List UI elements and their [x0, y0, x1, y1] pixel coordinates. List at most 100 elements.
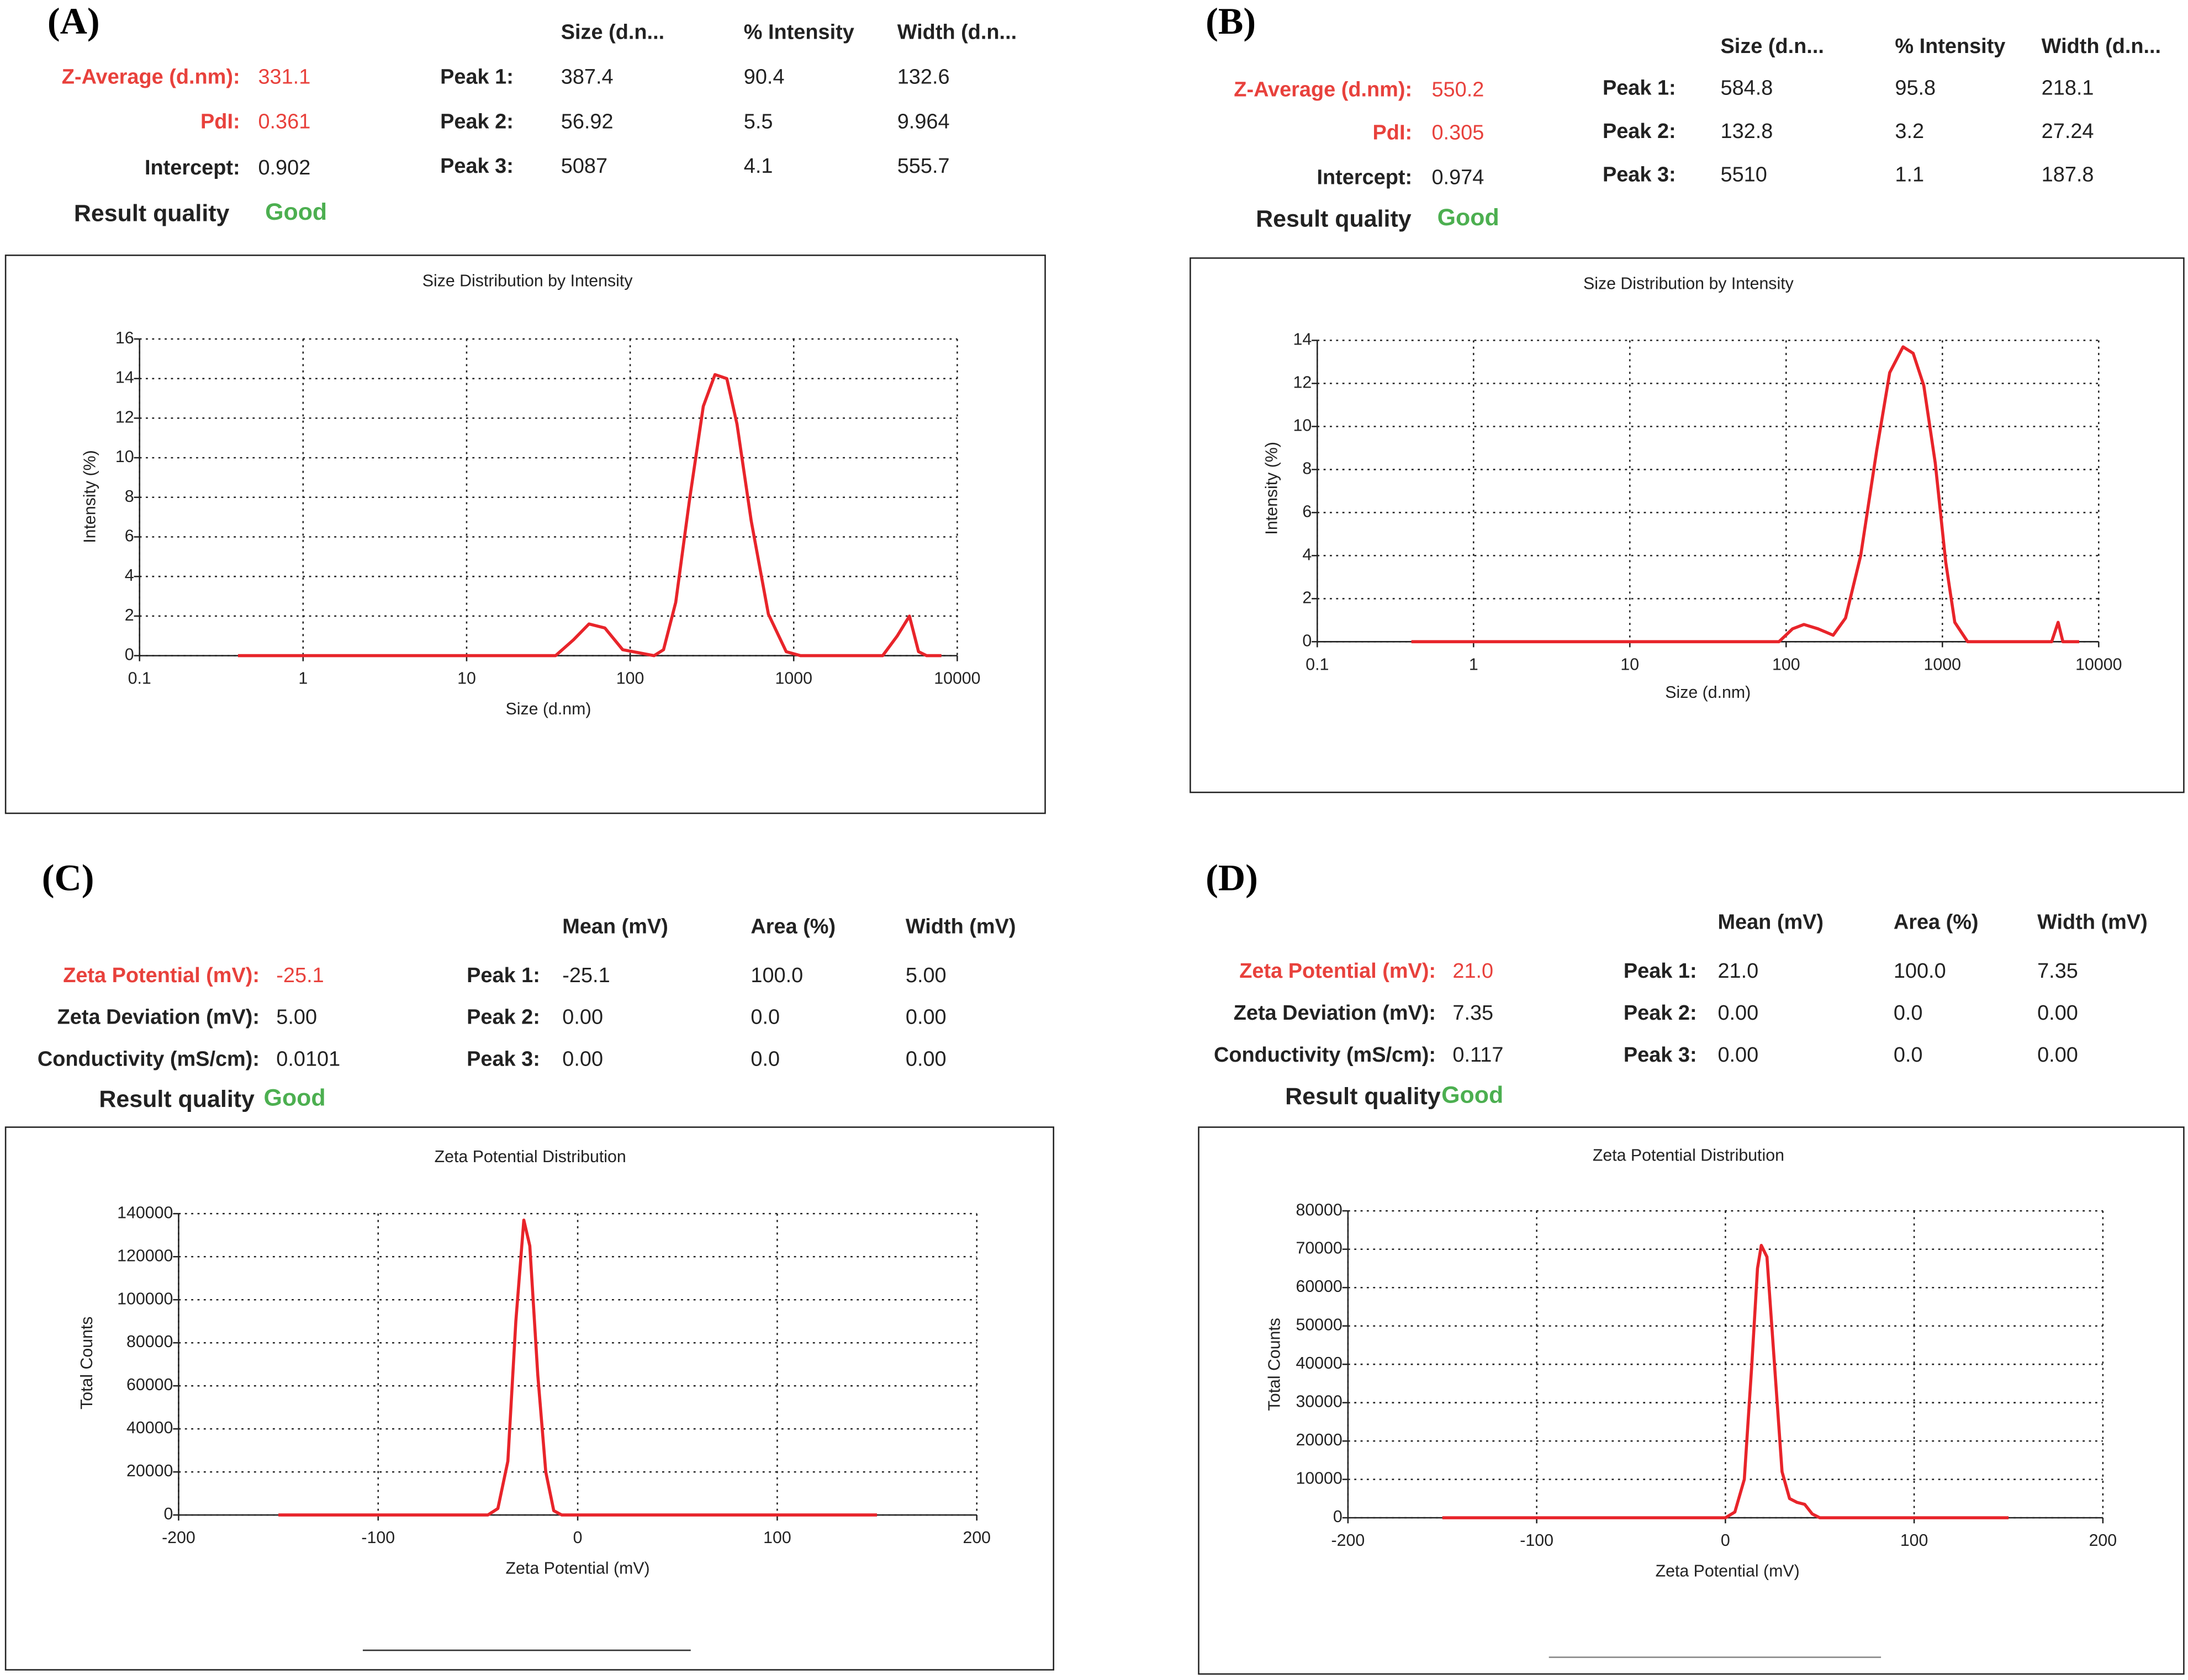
y-tick-label: 10 — [1293, 416, 1312, 434]
stat-value: 0.902 — [258, 156, 310, 179]
peak-value: 0.00 — [1717, 1001, 1758, 1025]
y-tick-label: 10 — [115, 448, 134, 466]
peak-value: 3.2 — [1895, 120, 1924, 143]
x-tick-label: 0 — [573, 1529, 583, 1547]
peak-value: 584.8 — [1721, 77, 1773, 100]
y-tick-label: 8 — [125, 487, 134, 506]
chart-frame — [4, 1126, 1054, 1671]
distribution-line — [278, 1218, 878, 1517]
y-tick-label: 20000 — [126, 1462, 173, 1480]
result-value: Good — [1437, 204, 1499, 231]
y-tick-label: 4 — [125, 566, 134, 585]
y-tick-label: 6 — [125, 527, 134, 545]
y-tick-label: 8 — [1302, 459, 1312, 478]
y-tick-label: 0 — [1333, 1508, 1343, 1526]
column-header: Width (d.n... — [897, 21, 1017, 44]
panel-label: (D) — [1206, 857, 1258, 899]
peak-value: 5.5 — [744, 110, 773, 133]
peak-value: 555.7 — [897, 155, 950, 178]
y-tick-label: 0 — [125, 646, 134, 664]
x-tick-label: 10000 — [2075, 655, 2122, 674]
chart-title: Zeta Potential Distribution — [1593, 1147, 1784, 1165]
peak-value: 0.0 — [751, 1047, 780, 1070]
x-axis-label: Size (d.nm) — [506, 700, 591, 718]
x-axis-label: Zeta Potential (mV) — [1656, 1562, 1800, 1581]
y-tick-label: 12 — [1293, 374, 1312, 392]
stat-value: 550.2 — [1431, 78, 1484, 101]
x-tick-label: 1000 — [1924, 655, 1961, 674]
column-header: Width (mV) — [906, 915, 1016, 938]
peak-label: Peak 3: — [467, 1047, 540, 1070]
result-value: Good — [264, 1084, 326, 1111]
peak-value: 387.4 — [561, 66, 614, 89]
peak-label: Peak 2: — [467, 1006, 540, 1029]
x-axis-label: Size (d.nm) — [1665, 683, 1751, 702]
peak-value: 5510 — [1721, 163, 1767, 186]
y-tick-label: 80000 — [126, 1333, 173, 1351]
column-header: Mean (mV) — [1717, 911, 1824, 934]
result-value: Good — [1441, 1082, 1503, 1108]
peak-value: 132.8 — [1721, 120, 1773, 143]
chart-frame — [1190, 257, 2185, 793]
peak-value: 0.0 — [751, 1006, 780, 1029]
stat-label: Zeta Deviation (mV): — [57, 1006, 260, 1029]
chart-title: Zeta Potential Distribution — [435, 1148, 626, 1166]
peak-label: Peak 2: — [1603, 120, 1676, 143]
x-tick-label: 10 — [457, 670, 476, 688]
y-tick-label: 40000 — [1296, 1354, 1342, 1372]
stat-value: 331.1 — [258, 66, 310, 89]
stat-value: 0.305 — [1431, 121, 1484, 145]
peak-value: 21.0 — [1717, 960, 1758, 983]
peak-label: Peak 1: — [1624, 960, 1697, 983]
stat-value: -25.1 — [276, 964, 324, 987]
x-tick-label: 1 — [298, 670, 308, 688]
peak-value: 0.00 — [562, 1006, 603, 1029]
peak-value: 100.0 — [1894, 960, 1946, 983]
peak-value: 0.00 — [2037, 1043, 2078, 1067]
peak-value: 95.8 — [1895, 77, 1936, 100]
peak-value: 27.24 — [2042, 120, 2094, 143]
stat-label: PdI: — [200, 110, 240, 133]
peak-value: 5.00 — [906, 964, 947, 987]
peak-value: 218.1 — [2042, 77, 2094, 100]
y-axis-label: Total Counts — [1265, 1318, 1283, 1411]
panel-label: (B) — [1206, 0, 1256, 42]
y-tick-label: 0 — [163, 1505, 173, 1523]
chart-frame — [1198, 1126, 2185, 1675]
peak-value: 7.35 — [2037, 960, 2078, 983]
y-tick-label: 30000 — [1296, 1393, 1342, 1411]
stat-value: 0.361 — [258, 110, 310, 133]
peak-value: 100.0 — [751, 964, 803, 987]
stat-value: 0.117 — [1452, 1043, 1503, 1067]
x-tick-label: 200 — [2089, 1531, 2117, 1550]
column-header: Width (mV) — [2037, 911, 2148, 934]
peak-value: 4.1 — [744, 155, 773, 178]
stat-label: Z-Average (d.nm): — [1234, 78, 1412, 101]
y-axis-label: Intensity (%) — [81, 450, 99, 543]
chart-title: Size Distribution by Intensity — [1583, 274, 1794, 293]
x-tick-label: 100 — [1772, 655, 1800, 674]
stat-label: Intercept: — [1317, 166, 1412, 189]
peak-label: Peak 1: — [1603, 77, 1676, 100]
peak-value: 90.4 — [744, 66, 785, 89]
y-tick-label: 50000 — [1296, 1316, 1342, 1334]
peak-value: 9.964 — [897, 110, 950, 133]
column-header: % Intensity — [1895, 35, 2005, 58]
x-tick-label: -100 — [361, 1529, 395, 1547]
y-tick-label: 2 — [125, 606, 134, 624]
stat-value: 0.974 — [1431, 166, 1484, 189]
y-tick-label: 80000 — [1296, 1201, 1342, 1219]
y-tick-label: 120000 — [117, 1247, 173, 1265]
column-header: Size (d.n... — [561, 21, 664, 44]
peak-label: Peak 3: — [1624, 1043, 1697, 1067]
peak-label: Peak 1: — [440, 66, 514, 89]
y-tick-label: 14 — [1293, 331, 1312, 349]
x-tick-label: 10000 — [934, 670, 980, 688]
stat-label: Intercept: — [145, 156, 240, 179]
peak-value: 187.8 — [2042, 163, 2094, 186]
distribution-line — [1411, 345, 2079, 644]
peak-value: 56.92 — [561, 110, 614, 133]
column-header: Mean (mV) — [562, 915, 668, 938]
